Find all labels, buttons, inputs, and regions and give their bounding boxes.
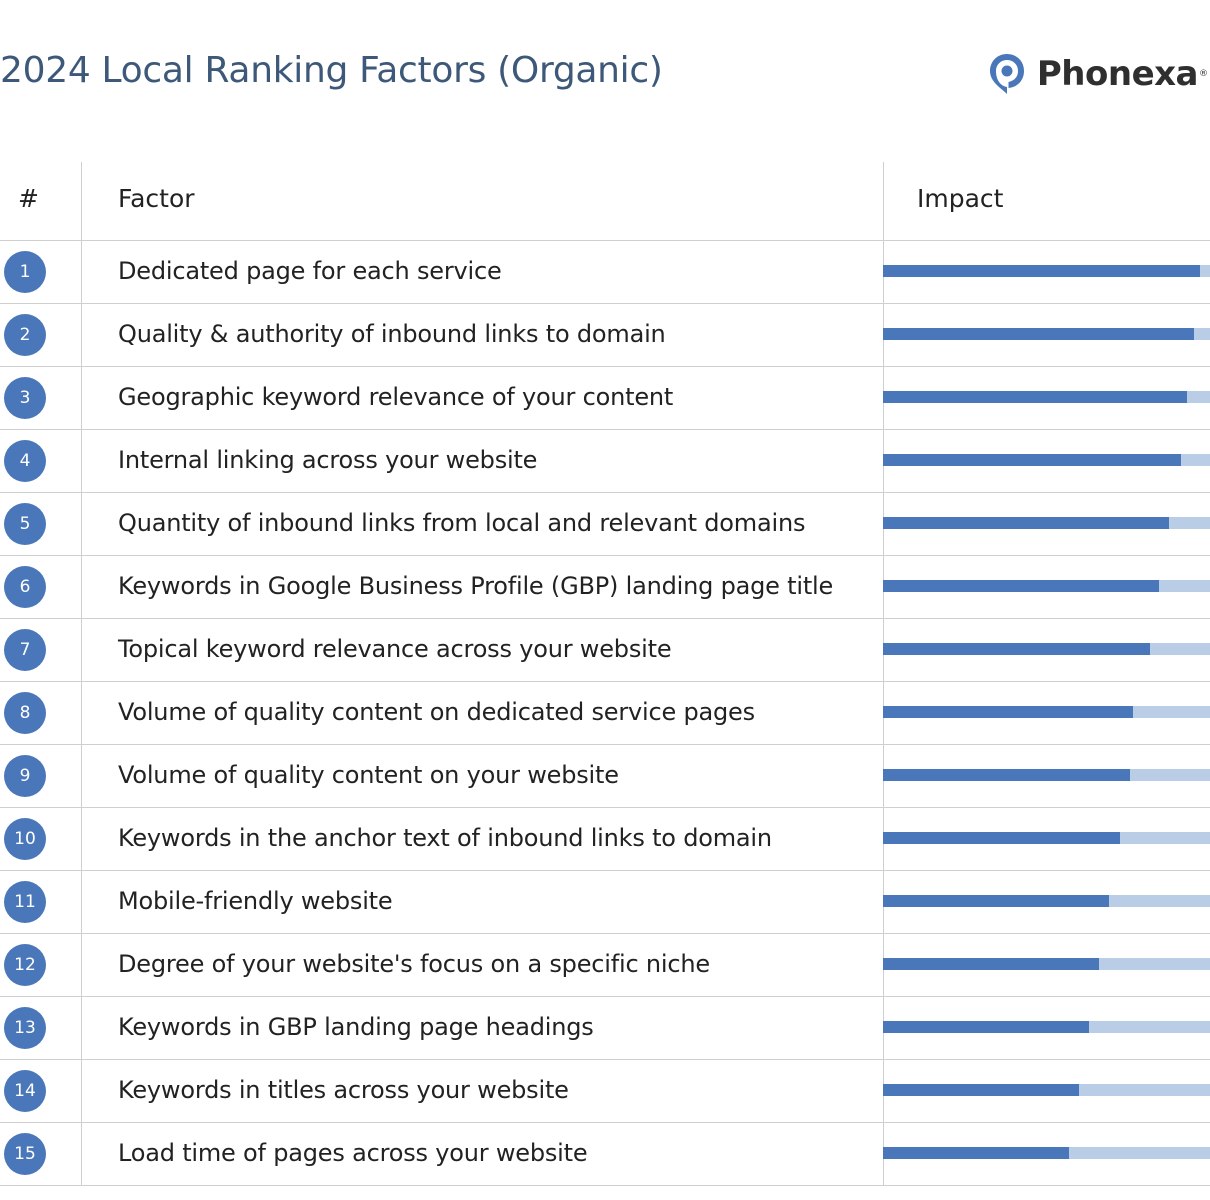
impact-bar-track bbox=[883, 580, 1210, 592]
brand-logo: Phonexa ® bbox=[987, 52, 1208, 96]
impact-bar bbox=[883, 454, 1181, 466]
impact-bar-track bbox=[883, 265, 1210, 277]
factor-label: Keywords in titles across your website bbox=[118, 1076, 569, 1104]
impact-bar bbox=[883, 895, 1109, 907]
ranking-table: # Factor Impact 1 Dedicated page for each… bbox=[0, 162, 1210, 1186]
impact-bar-track bbox=[883, 769, 1210, 781]
factor-label: Dedicated page for each service bbox=[118, 257, 502, 285]
impact-bar-track bbox=[883, 1084, 1210, 1096]
table-row: 12 Degree of your website's focus on a sp… bbox=[0, 934, 1210, 997]
impact-bar-track bbox=[883, 1147, 1210, 1159]
column-divider bbox=[81, 162, 82, 1185]
brand-name: Phonexa bbox=[1036, 54, 1199, 94]
factor-label: Keywords in Google Business Profile (GBP… bbox=[118, 572, 834, 600]
factor-label: Degree of your website's focus on a spec… bbox=[118, 950, 710, 978]
table-row: 10 Keywords in the anchor text of inbound… bbox=[0, 808, 1210, 871]
impact-bar-track bbox=[883, 706, 1210, 718]
rank-badge: 12 bbox=[4, 944, 46, 986]
table-row: 9 Volume of quality content on your websi… bbox=[0, 745, 1210, 808]
impact-bar bbox=[883, 958, 1099, 970]
factor-label: Volume of quality content on your websit… bbox=[118, 761, 619, 789]
table-row: 3 Geographic keyword relevance of your co… bbox=[0, 367, 1210, 430]
impact-bar bbox=[883, 580, 1160, 592]
rank-badge: 2 bbox=[4, 314, 46, 356]
rank-badge: 7 bbox=[4, 629, 46, 671]
rank-badge: 14 bbox=[4, 1070, 46, 1112]
impact-bar bbox=[883, 643, 1150, 655]
impact-bar-track bbox=[883, 958, 1210, 970]
rank-badge: 15 bbox=[4, 1133, 46, 1175]
impact-bar-track bbox=[883, 454, 1210, 466]
page-title: 2024 Local Ranking Factors (Organic) bbox=[0, 50, 663, 91]
rank-badge: 4 bbox=[4, 440, 46, 482]
impact-bar-track bbox=[883, 328, 1210, 340]
factor-label: Quality & authority of inbound links to … bbox=[118, 320, 666, 348]
location-pin-icon bbox=[989, 54, 1024, 94]
brand-registered-mark: ® bbox=[1199, 69, 1208, 79]
factor-label: Keywords in GBP landing page headings bbox=[118, 1013, 594, 1041]
column-divider bbox=[883, 162, 884, 1185]
rank-badge: 11 bbox=[4, 881, 46, 923]
table-row: 2 Quality & authority of inbound links to… bbox=[0, 304, 1210, 367]
table-row: 1 Dedicated page for each service bbox=[0, 241, 1210, 304]
impact-bar-track bbox=[883, 517, 1210, 529]
factor-label: Volume of quality content on dedicated s… bbox=[118, 698, 755, 726]
table-row: 6 Keywords in Google Business Profile (GB… bbox=[0, 556, 1210, 619]
rank-badge: 9 bbox=[4, 755, 46, 797]
factor-label: Keywords in the anchor text of inbound l… bbox=[118, 824, 772, 852]
impact-bar bbox=[883, 769, 1130, 781]
impact-bar bbox=[883, 1084, 1080, 1096]
impact-bar-track bbox=[883, 391, 1210, 403]
impact-bar bbox=[883, 391, 1188, 403]
factor-label: Load time of pages across your website bbox=[118, 1139, 588, 1167]
column-header-factor: Factor bbox=[118, 184, 195, 213]
factor-label: Quantity of inbound links from local and… bbox=[118, 509, 806, 537]
impact-bar bbox=[883, 328, 1194, 340]
table-row: 4 Internal linking across your website bbox=[0, 430, 1210, 493]
factor-label: Topical keyword relevance across your we… bbox=[118, 635, 672, 663]
impact-bar-track bbox=[883, 1021, 1210, 1033]
rank-badge: 10 bbox=[4, 818, 46, 860]
impact-bar bbox=[883, 517, 1170, 529]
impact-bar bbox=[883, 1147, 1070, 1159]
table-header: # Factor Impact bbox=[0, 162, 1210, 241]
impact-bar-track bbox=[883, 832, 1210, 844]
table-body: 1 Dedicated page for each service 2 Quality… bbox=[0, 241, 1210, 1186]
table-row: 11 Mobile-friendly website bbox=[0, 871, 1210, 934]
factor-label: Mobile-friendly website bbox=[118, 887, 393, 915]
table-row: 14 Keywords in titles across your website bbox=[0, 1060, 1210, 1123]
impact-bar bbox=[883, 706, 1134, 718]
factor-label: Internal linking across your website bbox=[118, 446, 538, 474]
rank-badge: 13 bbox=[4, 1007, 46, 1049]
rank-badge: 8 bbox=[4, 692, 46, 734]
impact-bar-track bbox=[883, 895, 1210, 907]
impact-bar bbox=[883, 1021, 1089, 1033]
impact-bar-track bbox=[883, 643, 1210, 655]
table-row: 8 Volume of quality content on dedicated … bbox=[0, 682, 1210, 745]
column-header-impact: Impact bbox=[917, 184, 1004, 213]
rank-badge: 5 bbox=[4, 503, 46, 545]
rank-badge: 1 bbox=[4, 251, 46, 293]
table-row: 15 Load time of pages across your website bbox=[0, 1123, 1210, 1186]
impact-bar bbox=[883, 832, 1121, 844]
rank-badge: 6 bbox=[4, 566, 46, 608]
table-row: 5 Quantity of inbound links from local an… bbox=[0, 493, 1210, 556]
table-row: 13 Keywords in GBP landing page headings bbox=[0, 997, 1210, 1060]
factor-label: Geographic keyword relevance of your con… bbox=[118, 383, 674, 411]
table-row: 7 Topical keyword relevance across your w… bbox=[0, 619, 1210, 682]
impact-bar bbox=[883, 265, 1201, 277]
rank-badge: 3 bbox=[4, 377, 46, 419]
column-header-rank: # bbox=[18, 184, 39, 213]
